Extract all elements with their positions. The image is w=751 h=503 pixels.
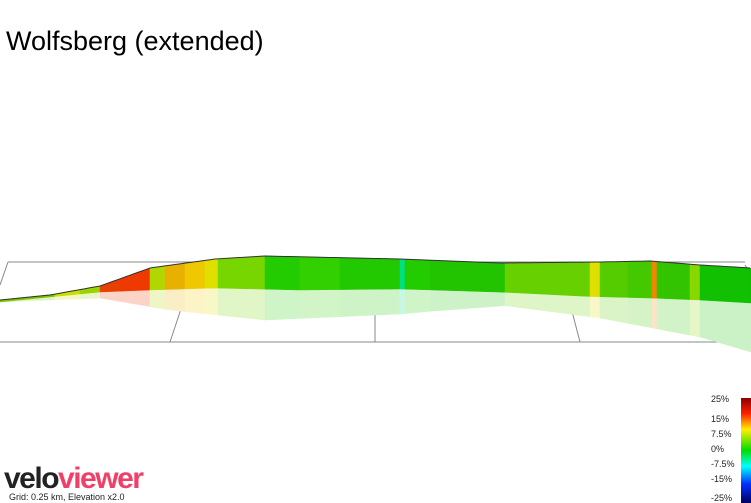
legend-label: 0%	[711, 444, 724, 454]
ribbon-segment	[651, 260, 658, 299]
ribbon-reflection	[656, 298, 691, 336]
gradient-scale	[741, 398, 751, 503]
ribbon-segment	[184, 260, 206, 290]
ribbon-segment	[627, 260, 653, 299]
ribbon-segment	[299, 256, 341, 291]
logo-velo: velo	[4, 462, 59, 495]
ribbon-segment	[119, 267, 151, 292]
ribbon-segment	[689, 263, 701, 301]
ribbon-segment	[339, 257, 401, 290]
ribbon-reflection	[339, 288, 401, 317]
ribbon-reflection	[217, 287, 266, 321]
ribbon-reflection	[627, 297, 653, 329]
ribbon-segment	[699, 264, 751, 304]
ribbon-segment	[217, 255, 266, 290]
ribbon-reflection	[599, 296, 629, 324]
ribbon-reflection	[651, 297, 658, 330]
logo-viewer: viewer	[58, 462, 144, 495]
ribbon-reflection	[119, 289, 151, 307]
legend-label: -25%	[711, 493, 732, 503]
ribbon-reflection	[429, 289, 506, 312]
ribbon-reflection	[699, 299, 751, 353]
caption: Grid: 0.25 km, Elevation x2.0	[9, 492, 125, 502]
ribbon-segment	[589, 261, 601, 298]
ribbon-segment	[599, 261, 629, 298]
ribbon-reflection	[164, 288, 186, 312]
ribbon-reflection	[404, 288, 431, 314]
ribbon-segment	[399, 258, 406, 290]
ribbon-segment	[164, 262, 186, 290]
ribbon-reflection	[99, 290, 121, 302]
ribbon-segment	[429, 259, 506, 293]
ribbon-reflection	[204, 287, 219, 316]
ribbon-segment	[504, 261, 591, 297]
ribbon-reflection	[589, 296, 601, 319]
ribbon-reflection	[689, 299, 701, 338]
legend-label: 15%	[711, 414, 729, 424]
legend-label: -15%	[711, 474, 732, 484]
title: Wolfsberg (extended)	[6, 26, 264, 56]
ribbon-segment	[149, 265, 166, 291]
ribbon-segment	[264, 255, 301, 291]
elevation-ribbon	[0, 255, 751, 353]
ribbon-edge	[0, 255, 751, 301]
ribbon-segment	[204, 258, 219, 289]
logo: veloviewer	[4, 462, 144, 495]
legend-label: -7.5%	[711, 459, 735, 469]
ribbon-segment	[656, 261, 691, 300]
legend-label: 7.5%	[711, 429, 732, 439]
ribbon-reflection	[264, 288, 301, 321]
ribbon-reflection	[399, 288, 406, 315]
legend-label: 25%	[711, 394, 729, 404]
ribbon-reflection	[299, 289, 341, 319]
grid-line	[0, 261, 9, 286]
ribbon-reflection	[149, 289, 166, 310]
ribbon-segment	[404, 258, 431, 291]
ribbon-reflection	[184, 288, 206, 314]
